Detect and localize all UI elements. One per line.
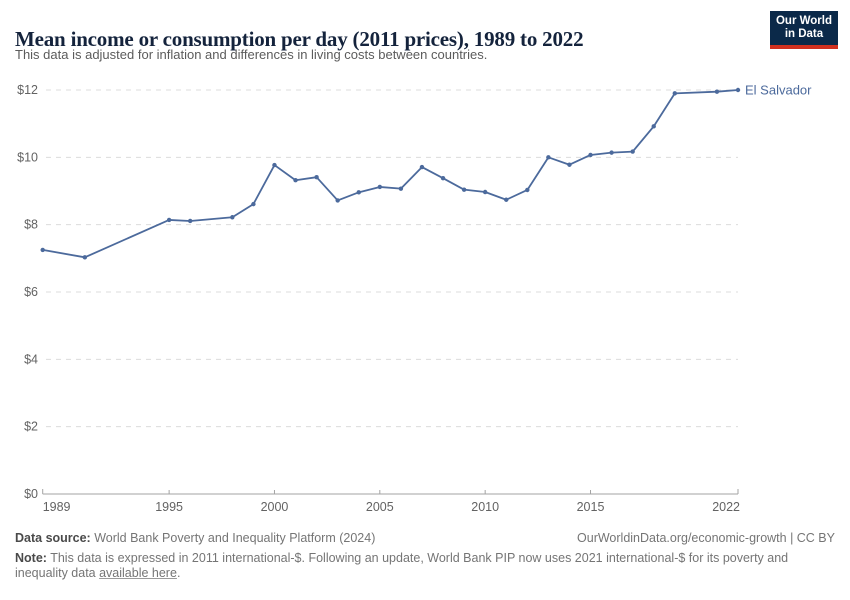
data-point bbox=[440, 176, 446, 181]
data-point bbox=[735, 87, 741, 93]
data-point bbox=[567, 162, 572, 167]
data-point bbox=[714, 89, 720, 94]
data-point bbox=[546, 155, 551, 160]
chart-note: Note: This data is expressed in 2011 int… bbox=[15, 551, 789, 580]
y-tick-label: $6 bbox=[24, 285, 38, 299]
data-point bbox=[630, 149, 635, 154]
y-tick-label: $0 bbox=[24, 487, 38, 501]
y-tick-label: $2 bbox=[24, 420, 38, 434]
data-point bbox=[272, 162, 277, 168]
data-point bbox=[651, 124, 656, 129]
data-point bbox=[398, 186, 404, 191]
data-point bbox=[377, 184, 383, 190]
x-tick-label: 2022 bbox=[712, 500, 740, 514]
attribution: OurWorldinData.org/economic-growth | CC … bbox=[577, 531, 835, 545]
data-point bbox=[40, 247, 45, 253]
data-source: Data source: World Bank Poverty and Ineq… bbox=[15, 531, 376, 545]
data-point bbox=[672, 91, 677, 96]
y-tick-label: $4 bbox=[24, 352, 38, 366]
data-point bbox=[588, 152, 593, 158]
data-source-label: Data source: bbox=[15, 531, 91, 545]
x-tick-label: 1989 bbox=[43, 500, 71, 514]
note-label: Note: bbox=[15, 551, 47, 565]
data-point bbox=[187, 218, 193, 224]
y-tick-label: $8 bbox=[24, 218, 38, 232]
x-tick-label: 2010 bbox=[471, 500, 499, 514]
owid-logo-text: Our World in Data bbox=[775, 15, 832, 40]
chart-title: Mean income or consumption per day (2011… bbox=[15, 27, 584, 52]
chart-footer: Data source: World Bank Poverty and Ineq… bbox=[15, 531, 835, 581]
data-point bbox=[461, 187, 467, 192]
data-point bbox=[293, 178, 298, 183]
data-point bbox=[525, 187, 530, 193]
data-point bbox=[314, 174, 319, 180]
data-point bbox=[166, 217, 172, 223]
data-point bbox=[335, 198, 340, 203]
data-point bbox=[251, 201, 256, 207]
data-point bbox=[356, 190, 361, 195]
available-here-link[interactable]: available here bbox=[99, 566, 177, 580]
owid-logo: Our World in Data bbox=[770, 11, 838, 49]
data-point bbox=[609, 150, 614, 155]
data-point bbox=[482, 189, 488, 195]
data-point bbox=[419, 164, 425, 170]
data-point bbox=[82, 255, 88, 260]
y-tick-label: $12 bbox=[17, 83, 38, 97]
chart-canvas: $0 $2 $4 $6 $8 $10 $12 1989 1995 2000 2005 2010 2015… bbox=[17, 83, 812, 515]
x-tick-label: 1995 bbox=[155, 500, 183, 514]
data-point bbox=[230, 215, 235, 220]
chart-subtitle: This data is adjusted for inflation and … bbox=[15, 47, 488, 62]
series-line bbox=[41, 89, 739, 259]
entity-label: El Salvador bbox=[745, 83, 812, 98]
y-tick-label: $10 bbox=[17, 150, 38, 164]
x-tick-label: 2015 bbox=[577, 500, 605, 514]
x-tick-label: 2000 bbox=[261, 500, 289, 514]
x-tick-label: 2005 bbox=[366, 500, 394, 514]
data-point bbox=[504, 197, 509, 202]
